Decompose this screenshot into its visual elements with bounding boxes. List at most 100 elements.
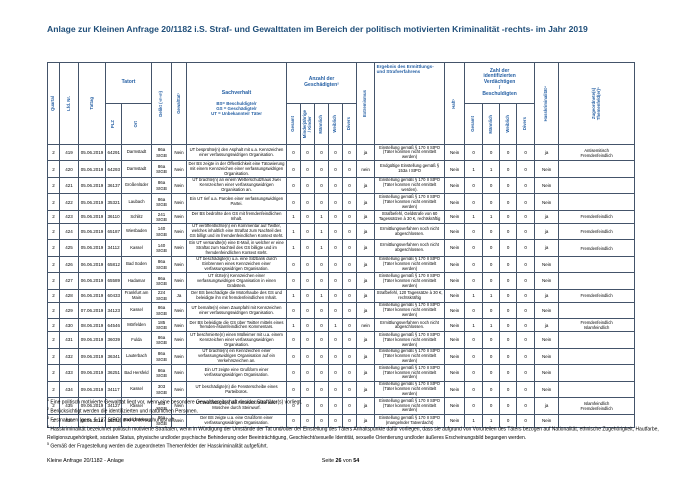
cell-ergebnis: Ermittlungsverfahren noch nicht abgeschl…: [374, 318, 446, 333]
cell-plz: 35321: [105, 193, 122, 211]
cell-verdaechtige-gesamt: 0: [464, 255, 484, 274]
cell-plz: 36039: [105, 331, 122, 349]
table-row: 2 431 09.06.2019 36039 Fulda 86a StGB Ne…: [47, 331, 636, 349]
cell-geschaedigte-gesamt: 0: [286, 160, 302, 178]
cell-delikt: 86a StGB: [151, 301, 173, 320]
cell-hasskriminalitaet: ja: [534, 222, 560, 241]
cell-lfd-nr: 419: [59, 143, 79, 162]
cell-themenfeld: [558, 255, 636, 274]
cell-plz: 64291: [105, 143, 122, 162]
cell-geschaedigte-gesamt: 1: [286, 288, 302, 303]
col-header-gewalttat: Gewalttat¹: [171, 62, 188, 145]
footnote-1-text: Eine politisch motivierte Gewalttat lieg…: [50, 399, 303, 406]
cell-geschaedigte-maennlich: 1: [314, 209, 330, 224]
cell-geschaedigte-divers: 0: [342, 160, 358, 178]
cell-verdaechtige-divers: 0: [516, 331, 536, 349]
cell-verdaechtige-gesamt: 0: [464, 222, 484, 241]
cell-gewalttat: Nein: [171, 143, 188, 162]
cell-verdaechtige-weiblich: 0: [499, 318, 518, 333]
footer-page-mid: von: [343, 458, 352, 464]
cell-verdaechtige-weiblich: 0: [499, 239, 518, 257]
footnote-4-text: Hasskriminalität bezeichnet politisch mo…: [47, 427, 659, 441]
cell-lfd-nr: 426: [59, 255, 79, 274]
cell-geschaedigte-minderjaehrige: 0: [300, 413, 316, 428]
cell-verdaechtige-maennlich: 0: [482, 272, 501, 290]
cell-plz: 65589: [105, 272, 122, 290]
cell-themenfeld: [558, 413, 636, 428]
cell-geschaedigte-divers: 0: [342, 193, 358, 211]
cell-geschaedigte-maennlich: 0: [314, 272, 330, 290]
cell-geschaedigte-minderjaehrige: 0: [300, 193, 316, 211]
table-row: 2 430 08.06.2019 64546 Mörfelden 185 StG…: [47, 318, 636, 333]
cell-verdaechtige-gesamt: 1: [464, 318, 484, 333]
cell-geschaedigte-minderjaehrige: 0: [300, 380, 316, 399]
cell-verdaechtige-gesamt: 0: [464, 331, 484, 349]
cell-verdaechtige-maennlich: 0: [482, 364, 501, 382]
cell-geschaedigte-maennlich: 0: [314, 364, 330, 382]
cell-geschaedigte-minderjaehrige: 0: [300, 272, 316, 290]
cell-geschaedigte-divers: 0: [342, 380, 358, 399]
cell-sachverhalt: UT bemalte(n) einen Zaunpfahl mit Kennze…: [186, 301, 288, 320]
cell-verdaechtige-maennlich: 0: [482, 176, 501, 195]
cell-verdaechtige-divers: 0: [516, 239, 536, 257]
cell-verdaechtige-gesamt: 0: [464, 364, 484, 382]
col-header-plz: PLZ: [105, 103, 122, 145]
cell-sachverhalt: UT ritzte(n) Kennzeichen einer verfassun…: [186, 272, 288, 290]
cell-geschaedigte-divers: 0: [342, 239, 358, 257]
cell-geschaedigte-minderjaehrige: 0: [300, 301, 316, 320]
cell-plz: 36110: [105, 209, 122, 224]
cell-verdaechtige-gesamt: 1: [464, 160, 484, 178]
cell-geschaedigte-weiblich: 0: [328, 364, 344, 382]
cell-extremismus: ja: [356, 364, 376, 382]
footer-page-number: 26: [335, 458, 342, 464]
cell-ort: Laubach: [120, 193, 153, 211]
col-header-verdaechtige-gesamt: Gesamt: [464, 103, 484, 145]
cell-geschaedigte-minderjaehrige: 0: [300, 160, 316, 178]
cell-quartal: 2: [47, 331, 60, 349]
cell-plz: 65812: [105, 255, 122, 274]
cell-plz: 60433: [105, 288, 122, 303]
cell-verdaechtige-gesamt: 0: [464, 347, 484, 366]
table-header: Quartal Lfd. Nr. Tattag Tatort Delikt (§…: [47, 62, 636, 145]
cell-verdaechtige-divers: 0: [516, 143, 536, 162]
col-group-zahl-verdaechtige: Zahl der identifizierten Verdächtigen / …: [464, 62, 536, 104]
footer-page-prefix: Seite: [321, 458, 335, 464]
cell-sachverhalt: Der BS zeigte u.a. eine Grußform einer v…: [186, 413, 288, 428]
col-header-delikt: Delikt (§§): [151, 62, 173, 145]
cell-hasskriminalitaet: Nein: [534, 193, 560, 211]
cell-geschaedigte-gesamt: 0: [286, 364, 302, 382]
cell-verdaechtige-maennlich: 0: [482, 301, 501, 320]
cell-geschaedigte-weiblich: 0: [328, 380, 344, 399]
cell-verdaechtige-maennlich: 1: [482, 318, 501, 333]
col-header-sachverhalt: Sachverhalt BS= Beschuldigte/r GS = Gesc…: [186, 62, 288, 145]
sachverhalt-legend-bs: BS= Beschuldigte/r: [216, 100, 257, 106]
cell-gewalttat: Nein: [171, 239, 188, 257]
cell-geschaedigte-gesamt: 1: [286, 318, 302, 333]
cell-gewalttat: Nein: [171, 318, 188, 333]
cell-delikt: 86a StGB: [151, 193, 173, 211]
cell-haft: Nein: [444, 193, 466, 211]
cell-gewalttat: Ja: [171, 288, 188, 303]
cell-delikt: 140 StGB: [151, 222, 173, 241]
cell-geschaedigte-maennlich: 0: [314, 255, 330, 274]
cell-gewalttat: Nein: [171, 193, 188, 211]
cell-ergebnis: Strafbefehl, Geldstrafe von 60 Tagessätz…: [374, 209, 446, 224]
sachverhalt-legend-gs: GS = Geschädigte/r: [216, 105, 257, 111]
cell-tattag: 06.06.2019: [78, 288, 106, 303]
cell-ergebnis: Einstellung gemäß § 170 II StPO (Täter k…: [374, 380, 446, 399]
cell-geschaedigte-divers: 0: [342, 272, 358, 290]
footnote-2-text: Berücksichtigt werden die identifizierte…: [50, 408, 198, 415]
cell-verdaechtige-divers: 0: [516, 176, 536, 195]
cell-verdaechtige-weiblich: 0: [499, 331, 518, 349]
cell-geschaedigte-divers: 0: [342, 413, 358, 428]
cell-verdaechtige-divers: 0: [516, 380, 536, 399]
cell-sachverhalt: Der BS beleidigte die GS über Twitter mi…: [186, 318, 288, 333]
cell-geschaedigte-gesamt: 0: [286, 272, 302, 290]
cell-ort: Kassel: [120, 397, 153, 415]
cell-hasskriminalitaet: ja: [534, 318, 560, 333]
cell-hasskriminalitaet: ja: [534, 209, 560, 224]
cell-themenfeld: Fremdenfeindlich: [558, 209, 636, 224]
cell-tattag: 05.06.2019: [78, 193, 106, 211]
cell-ort: Lauterbach: [120, 347, 153, 366]
cell-verdaechtige-divers: 0: [516, 160, 536, 178]
